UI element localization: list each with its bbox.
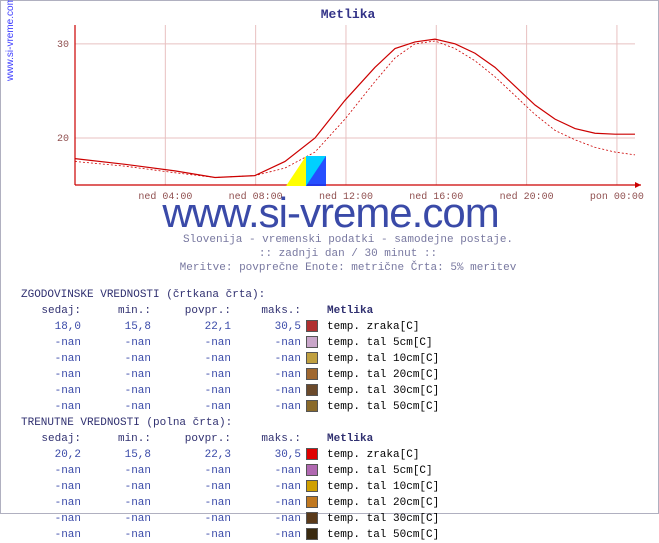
legend-swatch-icon (306, 368, 318, 380)
col-min: min.: (81, 303, 151, 319)
legend-swatch-icon (306, 336, 318, 348)
watermark-logo-icon (286, 156, 326, 186)
table-row: 20,215,822,330,5temp. zraka[C] (21, 447, 487, 463)
col-station: Metlika (323, 431, 487, 447)
measure-label: temp. zraka[C] (323, 447, 487, 463)
measure-label: temp. tal 20cm[C] (323, 367, 487, 383)
col-maks: maks.: (231, 431, 301, 447)
measure-label: temp. tal 50cm[C] (323, 527, 487, 543)
measure-label: temp. tal 20cm[C] (323, 495, 487, 511)
table-row: 18,015,822,130,5temp. zraka[C] (21, 319, 487, 335)
chart-meta: Slovenija - vremenski podatki - samodejn… (51, 233, 645, 275)
table-row: -nan-nan-nan-nantemp. tal 20cm[C] (21, 367, 487, 383)
svg-text:ned 16:00: ned 16:00 (409, 191, 463, 203)
legend-swatch-icon (306, 448, 318, 460)
measure-label: temp. tal 10cm[C] (323, 351, 487, 367)
svg-text:pon 00:00: pon 00:00 (590, 192, 644, 203)
col-station: Metlika (323, 303, 487, 319)
table-row: -nan-nan-nan-nantemp. tal 5cm[C] (21, 335, 487, 351)
svg-text:ned 04:00: ned 04:00 (138, 191, 192, 203)
legend-swatch-icon (306, 480, 318, 492)
measure-label: temp. tal 10cm[C] (323, 479, 487, 495)
col-maks: maks.: (231, 303, 301, 319)
svg-text:ned 12:00: ned 12:00 (319, 191, 373, 203)
legend-swatch-icon (306, 496, 318, 508)
legend-swatch-icon (306, 464, 318, 476)
col-povpr: povpr.: (151, 303, 231, 319)
meta-line-2: :: zadnji dan / 30 minut :: (51, 247, 645, 261)
legend-swatch-icon (306, 384, 318, 396)
table-row: -nan-nan-nan-nantemp. tal 10cm[C] (21, 351, 487, 367)
table-row: -nan-nan-nan-nantemp. tal 5cm[C] (21, 463, 487, 479)
table-row: -nan-nan-nan-nantemp. tal 50cm[C] (21, 527, 487, 543)
svg-text:ned 20:00: ned 20:00 (500, 191, 554, 203)
col-sedaj: sedaj: (21, 303, 81, 319)
svg-text:30: 30 (57, 40, 69, 51)
measure-label: temp. tal 5cm[C] (323, 335, 487, 351)
legend-swatch-icon (306, 320, 318, 332)
meta-line-1: Slovenija - vremenski podatki - samodejn… (51, 233, 645, 247)
line-chart: 20 30 ned 04:00 ned 08:00 ned 12:00 ned 16:00… (51, 25, 645, 225)
table-row: -nan-nan-nan-nantemp. tal 20cm[C] (21, 495, 487, 511)
chart-container: Metlika 20 30 ned 04:00 ned 08:00 ned 12:00 n… (51, 7, 645, 232)
measure-label: temp. tal 30cm[C] (323, 383, 487, 399)
measure-label: temp. zraka[C] (323, 319, 487, 335)
svg-text:20: 20 (57, 134, 69, 145)
col-sedaj: sedaj: (21, 431, 81, 447)
data-tables: ZGODOVINSKE VREDNOSTI (črtkana črta):sed… (21, 287, 487, 543)
site-link[interactable]: www.si-vreme.com (5, 0, 16, 81)
svg-text:ned 08:00: ned 08:00 (229, 191, 283, 203)
table-row: -nan-nan-nan-nantemp. tal 30cm[C] (21, 383, 487, 399)
table-row: -nan-nan-nan-nantemp. tal 10cm[C] (21, 479, 487, 495)
measure-label: temp. tal 5cm[C] (323, 463, 487, 479)
table-row: -nan-nan-nan-nantemp. tal 30cm[C] (21, 511, 487, 527)
measure-label: temp. tal 30cm[C] (323, 511, 487, 527)
measure-label: temp. tal 50cm[C] (323, 399, 487, 415)
hist-title: ZGODOVINSKE VREDNOSTI (črtkana črta): (21, 287, 487, 303)
meta-line-3: Meritve: povprečne Enote: metrične Črta:… (51, 261, 645, 275)
table-row: -nan-nan-nan-nantemp. tal 50cm[C] (21, 399, 487, 415)
legend-swatch-icon (306, 352, 318, 364)
curr-title: TRENUTNE VREDNOSTI (polna črta): (21, 415, 487, 431)
col-min: min.: (81, 431, 151, 447)
chart-title: Metlika (51, 7, 645, 22)
legend-swatch-icon (306, 528, 318, 540)
legend-swatch-icon (306, 400, 318, 412)
col-povpr: povpr.: (151, 431, 231, 447)
